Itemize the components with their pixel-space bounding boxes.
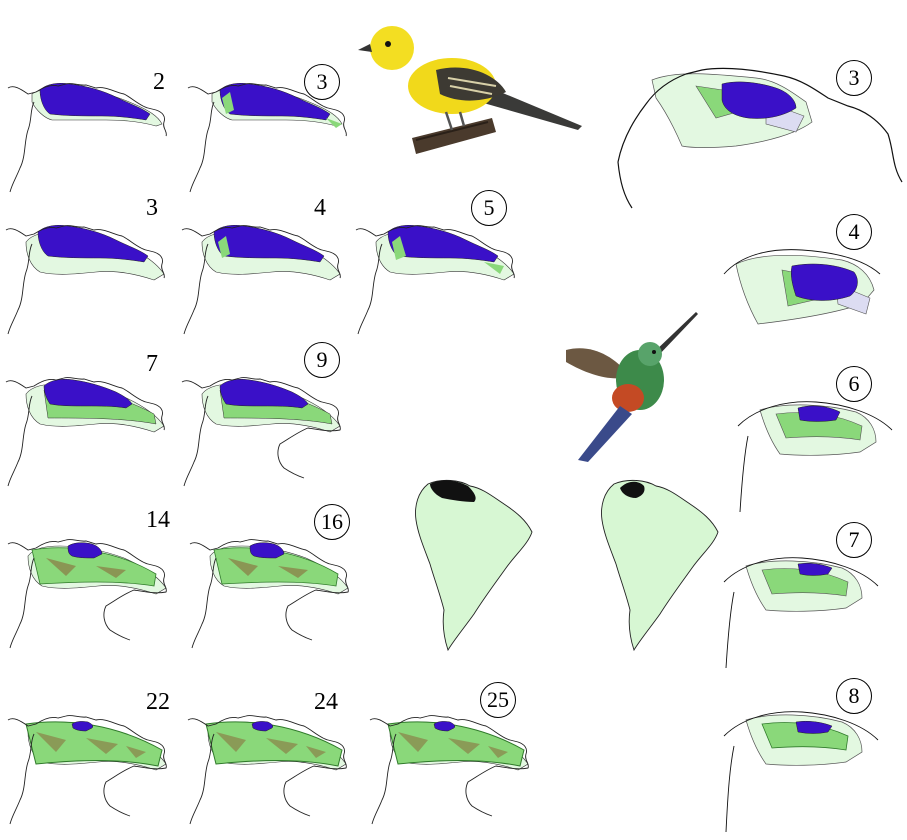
range-map <box>189 538 349 649</box>
range-map-panel <box>722 244 882 336</box>
range-map <box>7 538 167 649</box>
step-label-circled: 9 <box>304 342 340 378</box>
range-map <box>369 714 529 825</box>
continent-map-left <box>408 474 536 654</box>
range-map <box>737 401 893 513</box>
range-map <box>181 376 341 487</box>
range-map-panel <box>188 536 363 676</box>
range-map-panel <box>736 396 896 516</box>
range-map <box>187 714 347 825</box>
range-map-panel <box>722 552 882 670</box>
step-label-circled: 3 <box>304 64 340 100</box>
range-map <box>723 711 879 833</box>
continent-map-right <box>596 474 724 654</box>
range-map-panel <box>722 706 882 836</box>
step-label: 14 <box>146 507 170 533</box>
range-map <box>5 376 165 487</box>
step-label-circled: 25 <box>480 682 516 718</box>
yellow-bird-illustration <box>358 26 582 154</box>
step-label: 4 <box>314 195 326 221</box>
range-map-panel <box>6 80 181 205</box>
range-map <box>617 67 903 209</box>
hummingbird-photo <box>560 310 700 466</box>
range-map <box>5 224 165 335</box>
range-map-panel <box>6 536 181 676</box>
range-map-panel <box>6 712 181 837</box>
step-label-circled: 7 <box>836 522 872 558</box>
step-label-circled: 6 <box>836 366 872 402</box>
step-label: 24 <box>314 689 338 715</box>
step-label-circled: 5 <box>471 190 507 226</box>
step-label: 3 <box>146 195 158 221</box>
range-map <box>355 224 515 335</box>
range-map <box>723 557 879 669</box>
step-label: 22 <box>146 689 170 715</box>
hummingbird-illustration <box>566 312 698 462</box>
range-map <box>181 224 341 335</box>
range-map-panel <box>186 712 361 837</box>
range-map-panel <box>354 222 529 347</box>
range-map-panel <box>180 374 355 499</box>
range-map-panel <box>4 374 179 499</box>
step-label-circled: 16 <box>314 504 350 540</box>
range-map <box>7 82 167 193</box>
south-america-map <box>601 479 719 652</box>
range-map-panel-large <box>616 62 903 212</box>
range-map <box>723 249 881 325</box>
step-label: 7 <box>146 351 158 377</box>
step-label-circled: 4 <box>836 214 872 250</box>
range-map-panel <box>368 712 543 837</box>
south-america-map <box>415 479 533 652</box>
range-map <box>7 714 167 825</box>
range-map-panel <box>4 222 179 347</box>
step-label-circled: 8 <box>836 678 872 714</box>
range-map-panel <box>186 80 361 205</box>
step-label-circled: 3 <box>836 60 872 96</box>
range-map <box>187 82 347 193</box>
oriole-photo <box>356 22 588 158</box>
range-map-panel <box>180 222 355 347</box>
step-label: 2 <box>153 69 165 95</box>
